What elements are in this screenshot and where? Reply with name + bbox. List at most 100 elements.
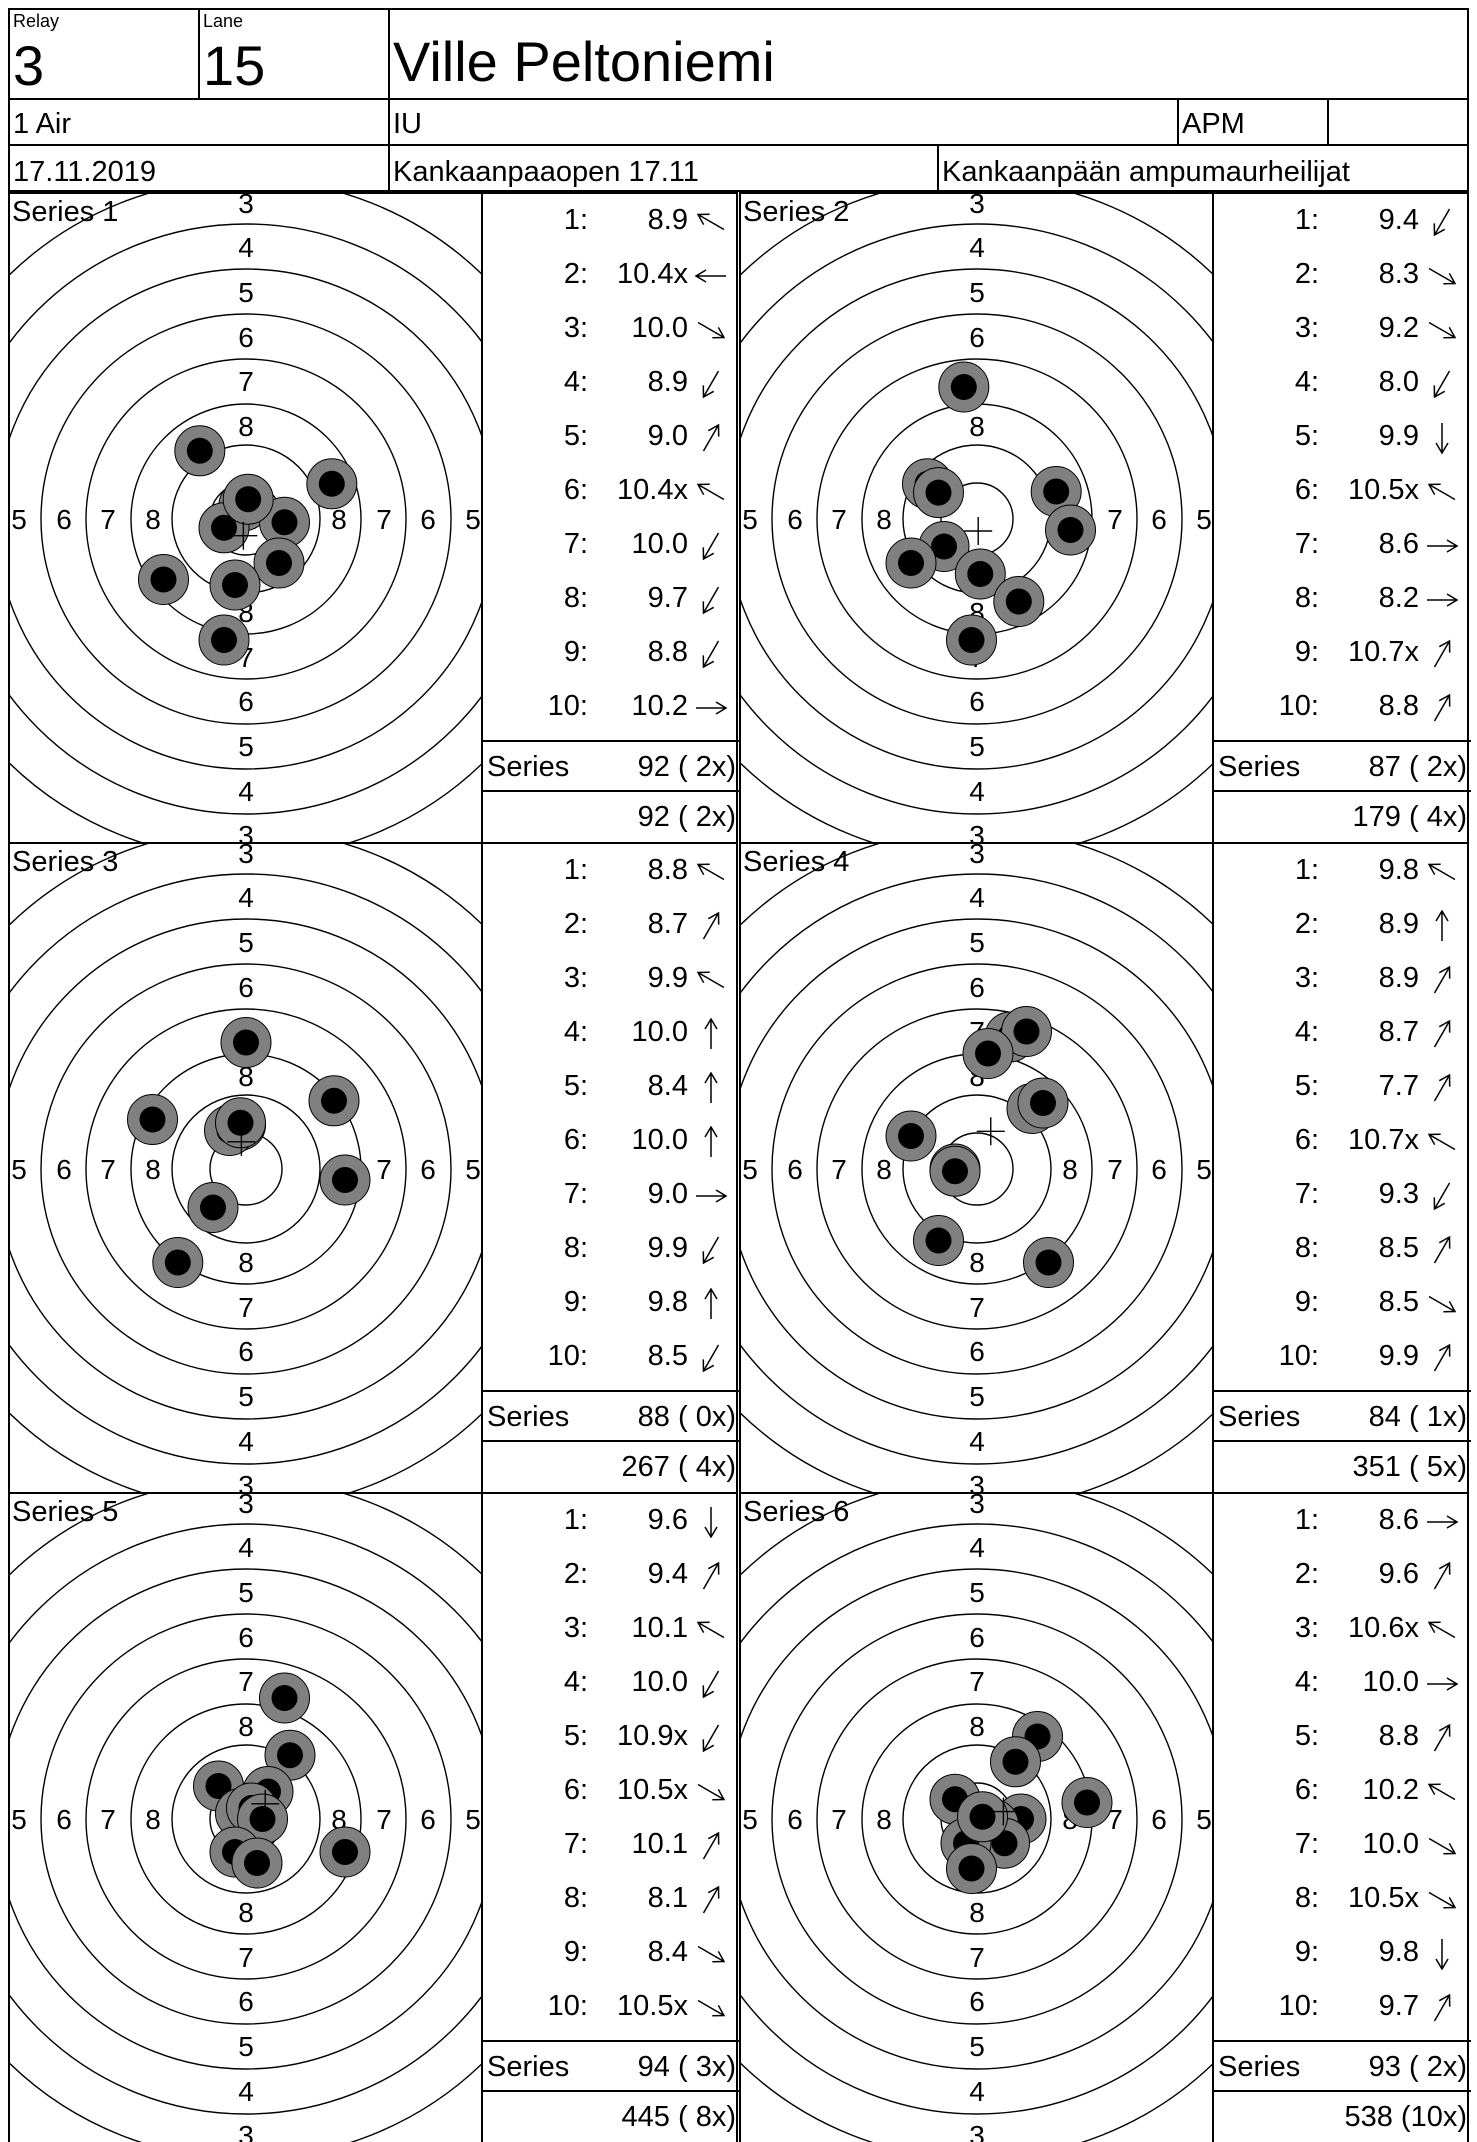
shot-number: 2: (563, 258, 588, 290)
shot-score: 9.7 (647, 582, 688, 614)
shot-number: 5: (1294, 420, 1319, 452)
shot-row: 4: 8.7 (1214, 1006, 1471, 1060)
shot-score: 9.6 (1378, 1558, 1419, 1590)
shot-number: 10: (1278, 1990, 1319, 2022)
target-ring (771, 1613, 1183, 2025)
direction-arrow-icon (1435, 1939, 1449, 1970)
shot-score: 8.5 (647, 1340, 688, 1372)
shot-score: 9.9 (647, 962, 688, 994)
series-panel: 3344445555666677778888Series 51:9.62:9.4… (8, 1492, 740, 2142)
series-total-value: 84 ( 1x) (1368, 1401, 1467, 1433)
shot-row: 7: 9.0 (483, 1168, 740, 1222)
event-value: 1 Air (13, 108, 72, 140)
shot-score: 9.9 (647, 1232, 688, 1264)
shot-row: 10: 10.5x (483, 1980, 740, 2034)
ring-number: 6 (420, 504, 436, 535)
target-ring (171, 1744, 321, 1894)
ring-number: 3 (969, 1470, 985, 1492)
shot-score: 9.2 (1378, 312, 1419, 344)
group-center-cross (989, 1797, 1018, 1826)
shot-number: 10: (547, 1340, 588, 1372)
shot-hole (319, 1826, 371, 1878)
shot-score: 10.2 (1362, 1774, 1419, 1806)
ring-number: 7 (376, 1154, 392, 1185)
shot-score: 8.6 (1378, 1504, 1419, 1536)
shot-score: 9.8 (647, 1286, 688, 1318)
shot-row: 4: 10.0 (1214, 1656, 1471, 1710)
shot-number: 9: (1294, 1286, 1319, 1318)
shot-row: 10: 9.9 (1214, 1330, 1471, 1384)
direction-arrow-icon (704, 1072, 718, 1103)
shot-row: 8: 9.7 (483, 572, 740, 626)
ring-number: 8 (238, 1247, 254, 1278)
series-total-label: Series (1218, 751, 1301, 783)
shot-score: 10.0 (631, 1016, 688, 1048)
event-cell: 1 Air (8, 98, 390, 146)
shot-row: 3: 10.6x (1214, 1602, 1471, 1656)
shot-score: 10.5x (1348, 474, 1419, 506)
target-ring (130, 1703, 362, 1935)
ring-number: 3 (238, 2120, 254, 2142)
shot-number: 9: (563, 1286, 588, 1318)
direction-arrow-icon (1428, 267, 1457, 285)
shot-list: 1: 8.6 2: 9.6 3: 10.6x 4: 10.0 5: 8.8 6: 10.2 7: 10.0… (1212, 1492, 1471, 2142)
shot-score: 10.0 (631, 312, 688, 344)
ring-number: 4 (238, 232, 254, 263)
ring-number: 3 (969, 844, 985, 869)
ring-number: 5 (238, 2031, 254, 2062)
lane-value: 15 (203, 34, 266, 97)
series-total-value: 93 ( 2x) (1368, 2051, 1467, 2083)
shot-number: 10: (1278, 1340, 1319, 1372)
cumulative-total-row: 445 ( 8x) (483, 2090, 740, 2142)
target-face: 3344445555666677778888Series 1 (8, 192, 481, 842)
series-panel: 3344445555666677778888Series 21:9.42:8.3… (739, 192, 1471, 842)
series-title: Series 1 (12, 196, 119, 228)
shot-number: 4: (1294, 1666, 1319, 1698)
shot-row: 5: 10.9x (483, 1710, 740, 1764)
ring-number: 5 (969, 1381, 985, 1412)
direction-arrow-icon (1427, 483, 1456, 501)
shot-row: 9: 8.4 (483, 1926, 740, 1980)
direction-arrow-icon (1433, 1182, 1451, 1211)
shot-number: 8: (563, 1232, 588, 1264)
cumulative-total-value: 267 ( 4x) (621, 1451, 736, 1483)
shot-number: 4: (563, 366, 588, 398)
shot-number: 7: (1294, 528, 1319, 560)
shot-score: 8.3 (1378, 258, 1419, 290)
target-svg: 3344445555666677778888 (741, 844, 1212, 1492)
ring-number: 7 (969, 1666, 985, 1697)
ring-number: 8 (876, 1804, 892, 1835)
ring-number: 6 (238, 1986, 254, 2017)
direction-arrow-icon (697, 321, 726, 339)
shot-row: 5: 9.9 (1214, 410, 1471, 464)
shot-row: 6: 10.5x (483, 1764, 740, 1818)
shot-list: 1: 8.8 2: 8.7 3: 9.9 4: 10.0 5: 8.4 6: 10.0 7: 9.0 8: 9… (481, 842, 740, 1492)
date-value: 17.11.2019 (13, 156, 156, 188)
target-face: 3344445555666677778888Series 4 (739, 842, 1212, 1492)
shot-score: 8.7 (647, 908, 688, 940)
shot-number: 7: (1294, 1828, 1319, 1860)
direction-arrow-icon (697, 1945, 726, 1963)
shot-row: 3: 10.1 (483, 1602, 740, 1656)
shot-number: 3: (1294, 1612, 1319, 1644)
shot-number: 2: (1294, 258, 1319, 290)
ring-number: 7 (100, 1154, 116, 1185)
direction-arrow-icon (1433, 208, 1451, 237)
relay-label: Relay (13, 11, 60, 31)
target-ring (741, 873, 1212, 1465)
direction-arrow-icon (704, 1018, 718, 1049)
shot-score: 9.8 (1378, 854, 1419, 886)
ring-number: 8 (238, 1897, 254, 1928)
shot-hole (308, 1075, 360, 1127)
shot-list: 1: 9.8 2: 8.9 3: 8.9 4: 8.7 5: 7.7 6: 10.7x 7: 9.3 8: 8… (1212, 842, 1471, 1492)
target-ring (85, 358, 407, 680)
shot-number: 1: (563, 854, 588, 886)
shot-row: 7: 10.0 (1214, 1818, 1471, 1872)
ring-number: 5 (238, 1577, 254, 1608)
series-total-label: Series (487, 2051, 570, 2083)
shot-row: 7: 10.1 (483, 1818, 740, 1872)
shot-score: 10.9x (617, 1720, 688, 1752)
ring-number: 4 (238, 2076, 254, 2107)
direction-arrow-icon (704, 1507, 718, 1538)
shot-number: 7: (1294, 1178, 1319, 1210)
